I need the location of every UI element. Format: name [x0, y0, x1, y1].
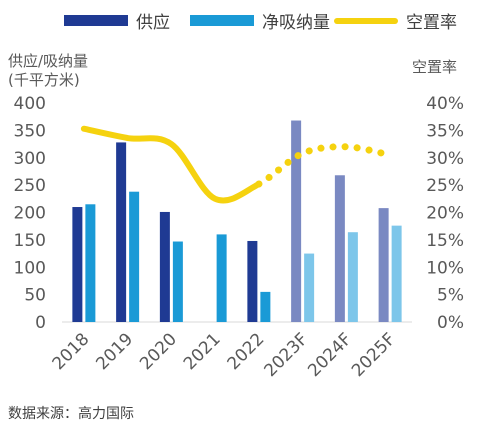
bar-absorption [391, 225, 402, 322]
legend: 供应 净吸纳量 空置率 [0, 8, 500, 36]
legend-item-supply: 供应 [64, 8, 170, 33]
legend-label-absorption: 净吸纳量 [262, 13, 330, 33]
y2-tick-label: 15% [426, 231, 464, 251]
bar-absorption [172, 241, 183, 322]
bar-supply [291, 120, 302, 323]
vacancy-line-actual [80, 125, 262, 204]
right-axis-title: 空置率 [412, 58, 458, 76]
left-axis-title: 供应/吸纳量 (千平方米) [8, 52, 89, 89]
y2-tick-label: 0% [437, 313, 464, 333]
source-note: 数据来源：高力国际 [8, 406, 134, 422]
y-tick-label: 150 [14, 231, 46, 251]
x-tick-label: 2023F [261, 329, 313, 381]
y-tick-label: 250 [14, 176, 46, 196]
y-tick-label: 300 [14, 149, 46, 169]
x-tick-label: 2025F [348, 329, 400, 381]
legend-swatch-supply [64, 15, 128, 26]
y2-tick-label: 20% [426, 204, 464, 224]
vacancy-line-forecast [255, 143, 394, 188]
y-tick-label: 200 [14, 204, 46, 224]
x-tick-label: 2019 [92, 329, 137, 374]
bar-absorption [304, 253, 315, 322]
legend-swatch-absorption [190, 15, 254, 26]
y-tick-label: 100 [14, 258, 46, 278]
bar-supply [159, 211, 170, 322]
x-tick-label: 2020 [136, 329, 181, 374]
bar-absorption [347, 232, 358, 322]
legend-label-vacancy: 空置率 [406, 13, 457, 33]
y-tick-label: 400 [14, 94, 46, 114]
y-tick-label: 350 [14, 121, 46, 141]
y2-tick-label: 5% [437, 286, 464, 306]
legend-label-supply: 供应 [136, 13, 170, 33]
y2-tick-label: 35% [426, 121, 464, 141]
bar-absorption [216, 234, 227, 322]
legend-item-absorption: 净吸纳量 [190, 8, 330, 33]
bar-absorption [85, 204, 96, 322]
y-tick-label: 50 [24, 286, 46, 306]
bar-absorption [129, 191, 140, 322]
x-tick-label: 2024F [304, 329, 356, 381]
bar-supply [247, 240, 258, 322]
x-tick-label: 2018 [49, 329, 94, 374]
bar-supply [72, 207, 83, 322]
bar-supply [378, 208, 389, 322]
y-tick-label: 0 [35, 313, 46, 333]
legend-swatch-vacancy [334, 17, 398, 24]
x-tick-label: 2021 [180, 329, 225, 374]
legend-item-vacancy: 空置率 [334, 8, 457, 33]
y2-tick-label: 40% [426, 94, 464, 114]
y2-tick-label: 25% [426, 176, 464, 196]
y2-tick-label: 10% [426, 258, 464, 278]
bar-supply [334, 175, 345, 322]
bar-absorption [260, 291, 271, 322]
bar-supply [116, 142, 127, 322]
y2-tick-label: 30% [426, 149, 464, 169]
